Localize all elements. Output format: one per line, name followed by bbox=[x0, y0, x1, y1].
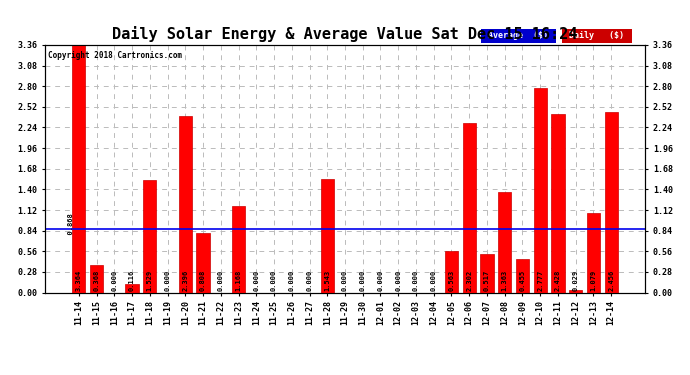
Bar bbox=[179, 116, 192, 292]
Text: 1.363: 1.363 bbox=[502, 270, 508, 291]
Bar bbox=[586, 213, 600, 292]
Text: 2.777: 2.777 bbox=[538, 270, 543, 291]
Bar bbox=[197, 233, 210, 292]
Title: Daily Solar Energy & Average Value Sat Dec 15 16:24: Daily Solar Energy & Average Value Sat D… bbox=[112, 27, 578, 42]
Bar bbox=[551, 114, 564, 292]
Bar bbox=[604, 112, 618, 292]
Text: 0.000: 0.000 bbox=[271, 270, 277, 291]
Text: 1.543: 1.543 bbox=[324, 270, 331, 291]
Text: 0.000: 0.000 bbox=[395, 270, 402, 291]
Text: 0.029: 0.029 bbox=[573, 270, 579, 291]
Text: 0.000: 0.000 bbox=[288, 270, 295, 291]
Text: 0.000: 0.000 bbox=[377, 270, 384, 291]
Bar bbox=[72, 45, 86, 292]
Text: 2.302: 2.302 bbox=[466, 270, 472, 291]
Text: 0.000: 0.000 bbox=[253, 270, 259, 291]
Bar bbox=[90, 266, 104, 292]
Text: 0.000: 0.000 bbox=[342, 270, 348, 291]
Bar bbox=[480, 254, 493, 292]
Text: 0.000: 0.000 bbox=[164, 270, 170, 291]
Bar bbox=[533, 88, 547, 292]
Text: 0.455: 0.455 bbox=[520, 270, 526, 291]
Text: 1.168: 1.168 bbox=[235, 270, 242, 291]
Bar bbox=[516, 259, 529, 292]
Text: 0.517: 0.517 bbox=[484, 270, 490, 291]
Bar bbox=[569, 290, 582, 292]
Text: Average  ($): Average ($) bbox=[483, 32, 553, 40]
Text: Copyright 2018 Cartronics.com: Copyright 2018 Cartronics.com bbox=[48, 51, 182, 60]
Bar bbox=[462, 123, 476, 292]
Text: 0.563: 0.563 bbox=[448, 270, 455, 291]
Text: 0.808: 0.808 bbox=[200, 270, 206, 291]
Bar bbox=[498, 192, 511, 292]
Text: 0.000: 0.000 bbox=[413, 270, 419, 291]
Text: 0.000: 0.000 bbox=[218, 270, 224, 291]
Bar bbox=[321, 179, 334, 292]
Text: 0.368: 0.368 bbox=[94, 270, 99, 291]
Text: 0.000: 0.000 bbox=[431, 270, 437, 291]
Text: 0.000: 0.000 bbox=[306, 270, 313, 291]
Text: 2.428: 2.428 bbox=[555, 270, 561, 291]
Text: 0.000: 0.000 bbox=[111, 270, 117, 291]
Text: 0.868: 0.868 bbox=[68, 214, 74, 243]
Text: 0.116: 0.116 bbox=[129, 270, 135, 291]
Text: 1.529: 1.529 bbox=[147, 270, 152, 291]
Text: 3.364: 3.364 bbox=[76, 270, 82, 291]
Text: 1.079: 1.079 bbox=[591, 270, 596, 291]
Text: Daily   ($): Daily ($) bbox=[564, 32, 629, 40]
Bar bbox=[232, 207, 245, 292]
Bar bbox=[445, 251, 458, 292]
Text: 2.456: 2.456 bbox=[608, 270, 614, 291]
Text: 2.396: 2.396 bbox=[182, 270, 188, 291]
Bar bbox=[126, 284, 139, 292]
Bar bbox=[143, 180, 157, 292]
Text: 0.000: 0.000 bbox=[359, 270, 366, 291]
